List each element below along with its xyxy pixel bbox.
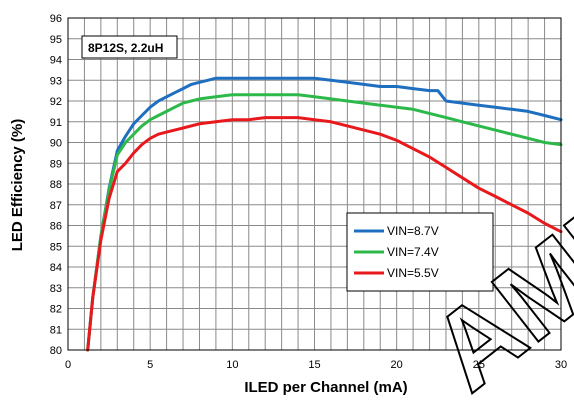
plot-frame: [67, 17, 562, 351]
series-line-vin-7-4v: [86, 93, 563, 352]
y-tick-label: 86: [50, 221, 62, 233]
y-tick-label: 88: [50, 179, 62, 191]
legend-label-vin-8-7: VIN=8.7V: [387, 224, 439, 238]
legend-item-vin-7-4: VIN=7.4V: [354, 245, 439, 259]
y-tick-label: 87: [50, 200, 62, 212]
y-tick-label: 80: [50, 345, 62, 357]
y-tick-label: 91: [50, 117, 62, 129]
y-tick-label: 85: [50, 241, 62, 253]
y-tick-label: 84: [50, 262, 62, 274]
legend: VIN=8.7V VIN=7.4V VIN=5.5V: [346, 212, 494, 292]
x-tick-label: 25: [473, 359, 485, 371]
legend-item-vin-5-5: VIN=5.5V: [354, 266, 439, 280]
legend-item-vin-8-7: VIN=8.7V: [354, 224, 439, 238]
series-layer: [86, 76, 563, 352]
series-line-vin-5-5v: [86, 116, 563, 352]
y-tick-label: 94: [50, 55, 62, 67]
x-tick-label: 10: [226, 359, 238, 371]
x-tick-label: 5: [147, 359, 153, 371]
y-tick-label: 96: [50, 13, 62, 25]
y-tick-label: 93: [50, 75, 62, 87]
annotation-box: [81, 35, 178, 59]
x-tick-label: 20: [391, 359, 403, 371]
y-tick-label: 82: [50, 304, 62, 316]
x-tick-labels: 0 5 10 15 20 25 30: [65, 359, 567, 371]
x-tick-label: 30: [555, 359, 567, 371]
series-line-vin-8-7v: [86, 76, 563, 352]
legend-label-vin-5-5: VIN=5.5V: [387, 266, 439, 280]
y-tick-label: 95: [50, 34, 62, 46]
x-tick-label: 0: [65, 359, 71, 371]
y-tick-label: 83: [50, 283, 62, 295]
y-tick-label: 92: [50, 96, 62, 108]
x-tick-label: 15: [308, 359, 320, 371]
y-tick-label: 89: [50, 158, 62, 170]
y-tick-labels: 80 81 82 83 84 85 86 87 88 89 90 91 92 93 94 95 96: [50, 13, 62, 357]
annotation-text: 8P12S, 2.2uH: [88, 41, 163, 55]
y-tick-label: 81: [50, 324, 62, 336]
x-axis-label: ILED per Channel (mA): [244, 379, 407, 396]
y-tick-label: 90: [50, 138, 62, 150]
legend-label-vin-7-4: VIN=7.4V: [387, 245, 439, 259]
y-axis-label: LED Efficiency (%): [9, 119, 26, 252]
